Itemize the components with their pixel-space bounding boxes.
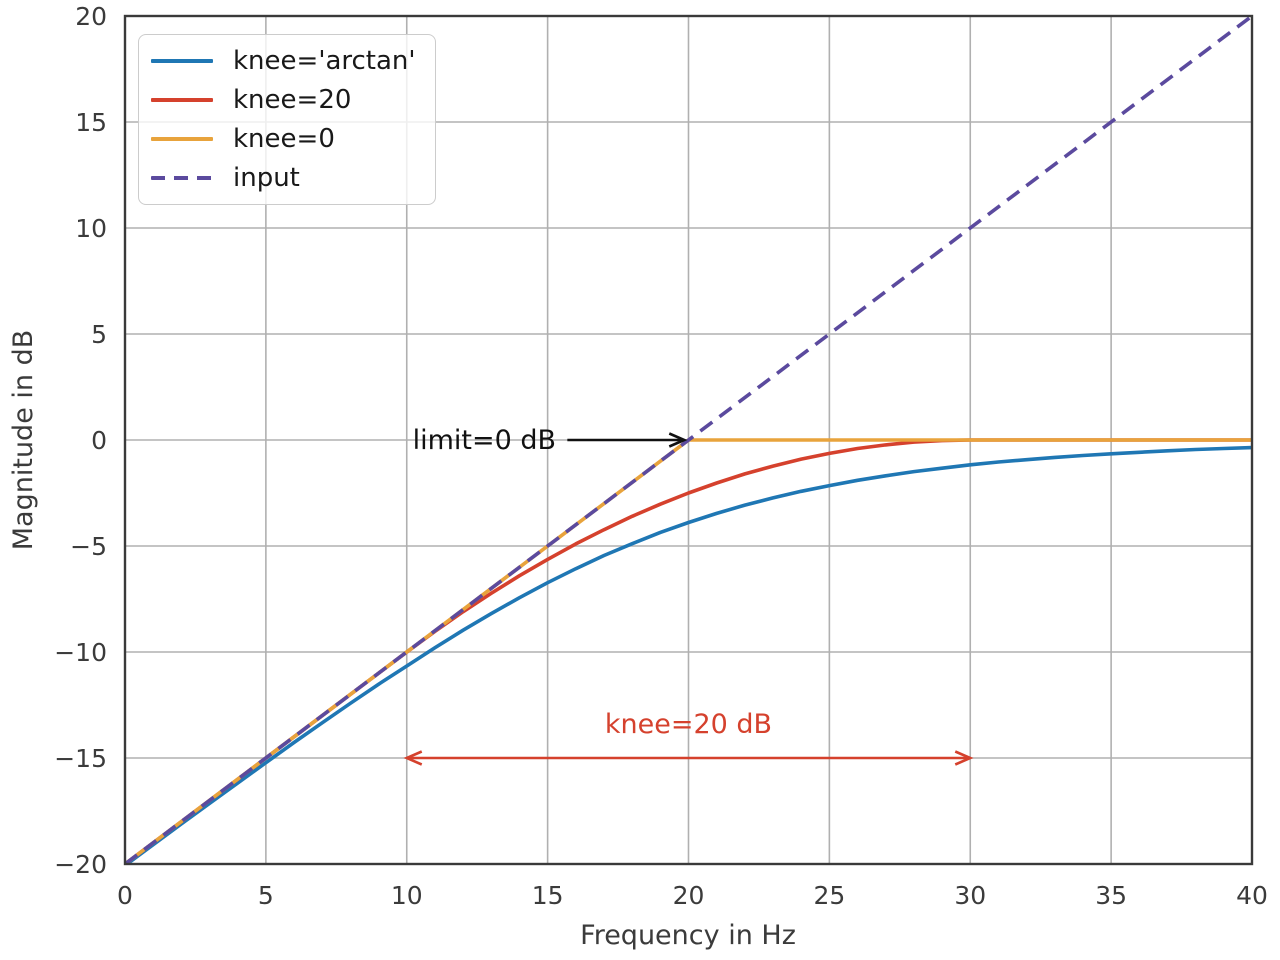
legend-item: knee=20 — [151, 80, 425, 119]
tick-label-x-40: 40 — [1236, 881, 1268, 910]
tick-layer: 0 5 10 15 20 25 30 35 40 −20 −15 −10 −5 0 5 10 15 20 — [54, 2, 1268, 910]
legend-item: input — [151, 159, 425, 198]
legend-line-sample — [151, 58, 213, 63]
tick-label-x-20: 20 — [673, 881, 705, 910]
tick-label-y--5: −5 — [70, 532, 107, 561]
y-axis-label: Magnitude in dB — [8, 330, 39, 550]
spine-layer — [123, 14, 1254, 866]
legend-line-sample — [151, 176, 213, 181]
legend-item-label: knee=20 — [233, 84, 352, 115]
series-layer — [125, 16, 1252, 864]
annotation-layer: limit=0 dB knee=20 dB — [403, 425, 974, 766]
tick-label-y-20: 20 — [75, 2, 107, 31]
tick-label-x-15: 15 — [532, 881, 564, 910]
tick-label-x-25: 25 — [813, 881, 845, 910]
annotation-text-limit-0-db: limit=0 dB — [413, 425, 556, 456]
x-axis-label: Frequency in Hz — [580, 920, 796, 951]
legend-item-label: knee=0 — [233, 124, 335, 155]
tick-label-x-0: 0 — [117, 881, 133, 910]
legend-item-label: input — [233, 163, 300, 194]
tick-label-y--15: −15 — [54, 744, 107, 773]
tick-label-y-10: 10 — [75, 214, 107, 243]
legend-item: knee=0 — [151, 120, 425, 159]
annotation-arrow-head-0 — [668, 432, 688, 448]
tick-label-x-35: 35 — [1095, 881, 1127, 910]
legend-item: knee='arctan' — [151, 41, 425, 80]
tick-label-y-15: 15 — [75, 108, 107, 137]
series-line-input — [125, 16, 1252, 864]
tick-label-x-30: 30 — [954, 881, 986, 910]
tick-label-y--10: −10 — [54, 638, 107, 667]
tick-label-y-5: 5 — [91, 320, 107, 349]
tick-label-x-5: 5 — [258, 881, 274, 910]
legend-line-sample — [151, 137, 213, 142]
tick-label-y-0: 0 — [91, 426, 107, 455]
series-line-knee-arctan — [125, 445, 1252, 864]
tick-label-x-10: 10 — [391, 881, 423, 910]
annotation-arrow-head-1 — [954, 750, 974, 766]
legend: knee='arctan' knee=20 knee=0 input — [138, 34, 436, 205]
axes-spines — [123, 14, 1254, 866]
annotation-arrow-head-1b — [403, 750, 423, 766]
legend-item-label: knee='arctan' — [233, 45, 416, 76]
legend-line-sample — [151, 97, 213, 102]
tick-label-y--20: −20 — [54, 850, 107, 879]
annotation-text-knee-20-db: knee=20 dB — [605, 709, 772, 740]
